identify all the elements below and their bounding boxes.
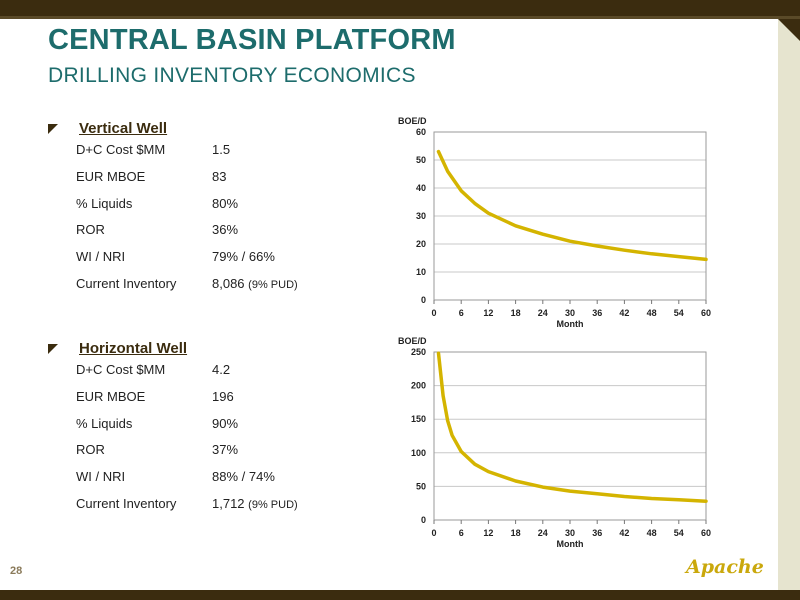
row-value: 1,712 (9% PUD) xyxy=(212,496,298,511)
y-tick-label: 200 xyxy=(411,381,426,391)
x-tick-label: 30 xyxy=(565,308,575,318)
production-curve xyxy=(436,351,708,503)
y-tick-label: 0 xyxy=(421,515,426,525)
y-tick-label: 100 xyxy=(411,448,426,458)
x-tick-label: 54 xyxy=(674,528,684,538)
y-tick-label: 30 xyxy=(416,211,426,221)
y-tick-label: 50 xyxy=(416,155,426,165)
y-tick-label: 60 xyxy=(416,127,426,137)
page-subtitle: DRILLING INVENTORY ECONOMICS xyxy=(48,64,416,87)
vertical-well-heading: Vertical Well xyxy=(79,120,168,137)
x-tick-label: 0 xyxy=(431,528,436,538)
row-note: (9% PUD) xyxy=(248,279,298,291)
y-tick-label: 50 xyxy=(416,481,426,491)
row-label: WI / NRI xyxy=(76,469,126,484)
page-title: CENTRAL BASIN PLATFORM xyxy=(48,24,456,56)
x-tick-label: 12 xyxy=(483,308,493,318)
y-tick-label: 150 xyxy=(411,414,426,424)
x-tick-label: 48 xyxy=(647,308,657,318)
row-label: WI / NRI xyxy=(76,249,126,264)
row-value: 37% xyxy=(212,442,239,457)
row-value: 88% / 74% xyxy=(212,469,275,484)
y-tick-label: 10 xyxy=(416,267,426,277)
row-label: D+C Cost $MM xyxy=(76,142,166,157)
x-tick-label: 42 xyxy=(619,308,629,318)
vertical-well-header: Vertical Well xyxy=(48,120,348,140)
row-value: 36% xyxy=(212,222,239,237)
horizontal-well-production-chart: BOE/D 0 50 100 150 200 250 0 6 12 18 24 30 36 42 48 54 60… xyxy=(398,336,711,549)
row-value: 1.5 xyxy=(212,142,231,157)
row-label: ROR xyxy=(76,222,105,237)
vertical-well-section: Vertical Well D+C Cost $MM 1.5 EUR MBOE … xyxy=(48,120,348,291)
x-tick-label: 6 xyxy=(459,528,464,538)
row-label: Current Inventory xyxy=(76,496,177,511)
apache-logo: Apache xyxy=(686,556,764,578)
bullet-triangle-icon xyxy=(48,344,58,354)
bullet-triangle-icon xyxy=(48,124,58,134)
row-label: Current Inventory xyxy=(76,276,177,291)
bottom-banner xyxy=(0,590,800,600)
top-banner xyxy=(0,0,800,18)
x-tick-label: 48 xyxy=(647,528,657,538)
horizontal-well-heading: Horizontal Well xyxy=(79,340,188,357)
x-tick-label: 36 xyxy=(592,528,602,538)
x-tick-label: 60 xyxy=(701,528,711,538)
corner-triangle xyxy=(778,19,800,41)
horizontal-well-header: Horizontal Well xyxy=(48,340,348,360)
y-axis-label: BOE/D xyxy=(398,116,427,126)
row-note: (9% PUD) xyxy=(248,499,298,511)
y-tick-label: 20 xyxy=(416,239,426,249)
row-value: 4.2 xyxy=(212,362,231,377)
x-axis-label: Month xyxy=(557,319,584,329)
y-tick-label: 250 xyxy=(411,347,426,357)
row-label: % Liquids xyxy=(76,196,133,211)
right-side-strip xyxy=(778,19,800,590)
plot-frame xyxy=(433,351,707,521)
x-axis-label: Month xyxy=(557,539,584,549)
y-tick-label: 40 xyxy=(416,183,426,193)
horizontal-well-section: Horizontal Well D+C Cost $MM 4.2 EUR MBO… xyxy=(48,340,348,511)
x-tick-label: 0 xyxy=(431,308,436,318)
row-label: D+C Cost $MM xyxy=(76,362,166,377)
row-value: 80% xyxy=(212,196,239,211)
row-label: EUR MBOE xyxy=(76,389,146,404)
row-value: 79% / 66% xyxy=(212,249,275,264)
row-value: 83 xyxy=(212,169,227,184)
top-banner-accent xyxy=(0,16,800,19)
x-tick-label: 6 xyxy=(459,308,464,318)
x-tick-label: 24 xyxy=(538,528,548,538)
x-tick-label: 24 xyxy=(538,308,548,318)
page-number: 28 xyxy=(10,565,23,577)
row-value: 8,086 (9% PUD) xyxy=(212,276,298,291)
row-label: ROR xyxy=(76,442,105,457)
y-tick-label: 0 xyxy=(421,295,426,305)
row-label: EUR MBOE xyxy=(76,169,146,184)
x-tick-label: 12 xyxy=(483,528,493,538)
row-label: % Liquids xyxy=(76,416,133,431)
x-tick-label: 18 xyxy=(511,308,521,318)
x-tick-label: 42 xyxy=(619,528,629,538)
x-tick-label: 60 xyxy=(701,308,711,318)
x-tick-label: 54 xyxy=(674,308,684,318)
row-value: 196 xyxy=(212,389,234,404)
vertical-well-production-chart: BOE/D 0 10 20 30 40 50 60 0 6 12 18 24 30 36 42 48 54 60 Mo… xyxy=(398,116,711,329)
row-value: 90% xyxy=(212,416,239,431)
y-axis-label: BOE/D xyxy=(398,336,427,346)
production-curve xyxy=(436,149,708,262)
x-tick-label: 18 xyxy=(511,528,521,538)
x-tick-label: 36 xyxy=(592,308,602,318)
x-tick-label: 30 xyxy=(565,528,575,538)
